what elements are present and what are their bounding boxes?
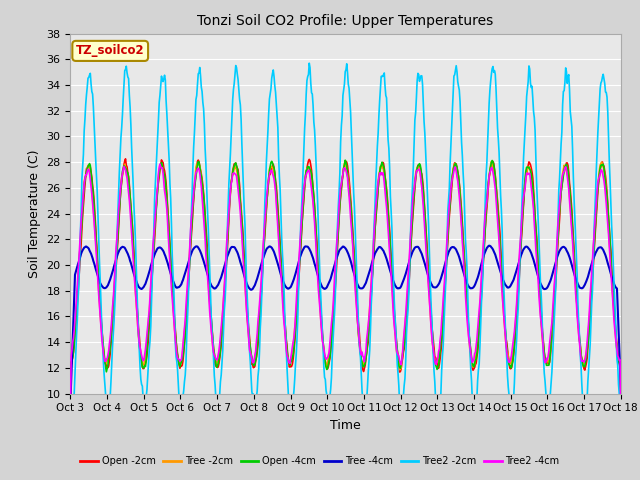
Y-axis label: Soil Temperature (C): Soil Temperature (C)	[28, 149, 41, 278]
X-axis label: Time: Time	[330, 419, 361, 432]
Legend: Open -2cm, Tree -2cm, Open -4cm, Tree -4cm, Tree2 -2cm, Tree2 -4cm: Open -2cm, Tree -2cm, Open -4cm, Tree -4…	[77, 453, 563, 470]
Text: TZ_soilco2: TZ_soilco2	[76, 44, 145, 58]
Title: Tonzi Soil CO2 Profile: Upper Temperatures: Tonzi Soil CO2 Profile: Upper Temperatur…	[198, 14, 493, 28]
